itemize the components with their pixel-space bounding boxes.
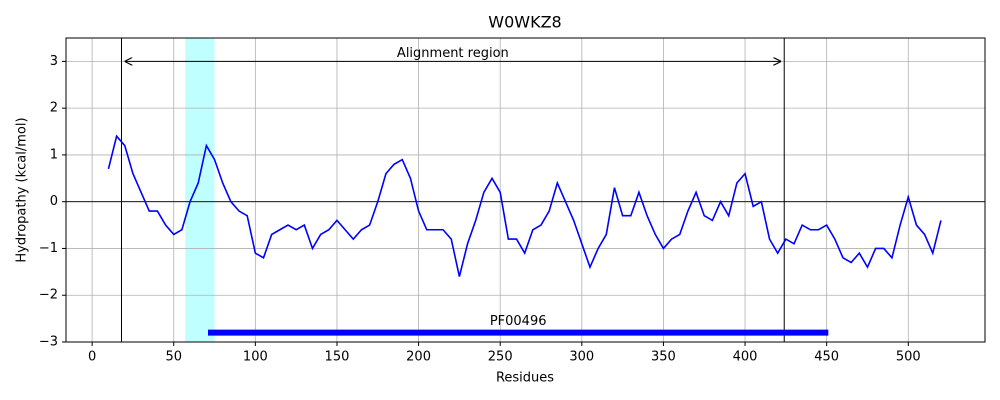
x-tick-label: 400 <box>733 350 758 365</box>
region-label: Alignment region <box>397 46 509 61</box>
x-tick-label: 300 <box>569 350 594 365</box>
domain-label: PF00496 <box>490 314 547 329</box>
x-tick-label: 350 <box>651 350 676 365</box>
x-tick-label: 200 <box>406 350 431 365</box>
x-tick-label: 500 <box>896 350 921 365</box>
plot-frame <box>65 37 986 343</box>
x-tick-label: 250 <box>488 350 513 365</box>
x-tick-label: 150 <box>325 350 350 365</box>
x-tick-label: 100 <box>243 350 268 365</box>
y-tick-label: 2 <box>50 101 58 116</box>
x-tick-label: 450 <box>814 350 839 365</box>
y-tick-label: 1 <box>50 147 58 162</box>
y-tick-label: 3 <box>50 54 58 69</box>
y-tick-label: −1 <box>39 241 58 256</box>
x-tick-label: 50 <box>165 350 182 365</box>
y-tick-label: 0 <box>50 194 58 209</box>
y-tick-label: −2 <box>39 288 58 303</box>
x-tick-label: 0 <box>88 350 96 365</box>
y-axis-label: Hydropathy (kcal/mol) <box>15 117 30 262</box>
hydropathy-line <box>107 134 942 277</box>
chart-title: W0WKZ8 <box>488 13 561 32</box>
y-tick-label: −3 <box>39 335 58 350</box>
x-axis-label: Residues <box>496 371 554 386</box>
highlight-span <box>185 38 215 342</box>
